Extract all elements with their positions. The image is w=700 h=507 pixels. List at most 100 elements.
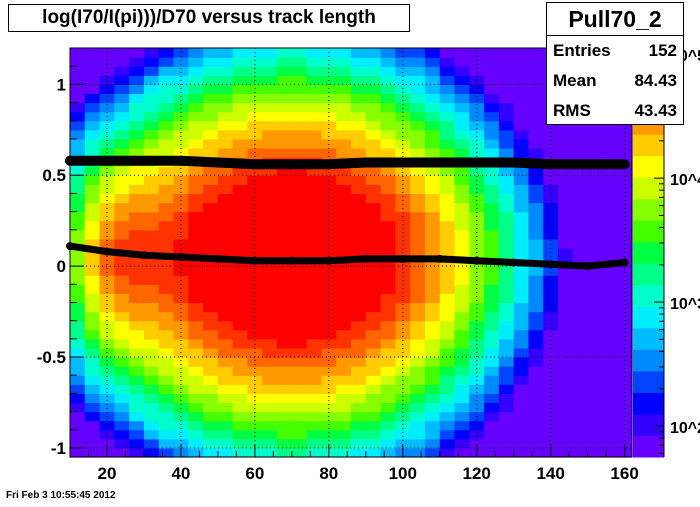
heatmap-cell: [247, 420, 263, 431]
heatmap-cell: [321, 393, 337, 404]
heatmap-cell: [528, 129, 544, 140]
heatmap-cell: [232, 93, 249, 104]
heatmap-cell: [114, 166, 130, 176]
heatmap-cell: [306, 384, 323, 394]
heatmap-cell: [291, 220, 308, 231]
heatmap-cell: [99, 166, 115, 176]
heatmap-cell: [424, 347, 441, 358]
heatmap-cell: [410, 393, 426, 404]
heatmap-cell: [424, 329, 441, 340]
heatmap-cell: [158, 48, 175, 58]
heatmap-cell: [143, 175, 160, 185]
heatmap-cell: [84, 175, 101, 185]
heatmap-cell: [424, 293, 441, 304]
heatmap-cell: [365, 293, 382, 304]
heatmap-cell: [410, 193, 426, 204]
heatmap-cell: [365, 175, 382, 185]
profile-point: [286, 159, 297, 170]
heatmap-cell: [217, 411, 234, 422]
heatmap-cell: [484, 384, 500, 394]
heatmap-cell: [203, 366, 219, 376]
heatmap-cell: [498, 347, 515, 358]
heatmap-cell: [602, 429, 618, 440]
heatmap-cell: [395, 293, 411, 304]
profile-point: [472, 256, 481, 265]
heatmap-cell: [84, 411, 101, 422]
heatmap-cell: [395, 102, 411, 113]
heatmap-cell: [572, 384, 589, 394]
heatmap-cell: [351, 75, 367, 85]
heatmap-cell: [365, 166, 382, 176]
heatmap-cell: [439, 193, 456, 204]
heatmap-cell: [173, 120, 189, 131]
heatmap-cell: [587, 320, 604, 331]
heatmap-cell: [336, 329, 352, 340]
heatmap-cell: [365, 220, 382, 231]
heatmap-cell: [129, 366, 145, 376]
heatmap-cell: [84, 202, 101, 213]
heatmap-cell: [351, 347, 367, 358]
heatmap-cell: [291, 411, 308, 422]
heatmap-cell: [114, 66, 130, 76]
heatmap-cell: [277, 275, 293, 285]
heatmap-cell: [351, 420, 367, 431]
heatmap-cell: [558, 138, 574, 149]
heatmap-cell: [484, 166, 500, 176]
heatmap-cell: [321, 93, 337, 104]
heatmap-cell: [114, 438, 130, 449]
heatmap-cell: [439, 220, 456, 231]
heatmap-cell: [454, 93, 470, 104]
heatmap-cell: [498, 247, 515, 258]
heatmap-cell: [291, 266, 308, 276]
heatmap-cell: [129, 120, 145, 131]
heatmap-cell: [188, 138, 204, 149]
y-tick-label: 1: [57, 75, 66, 94]
heatmap-cell: [203, 166, 219, 176]
heatmap-cell: [70, 202, 86, 213]
heatmap-cell: [306, 166, 323, 176]
heatmap-cell: [454, 138, 470, 149]
profile-point: [361, 254, 370, 263]
heatmap-cell: [188, 220, 204, 231]
heatmap-cell: [351, 147, 367, 158]
heatmap-cell: [528, 357, 544, 367]
heatmap-cell: [498, 393, 515, 404]
heatmap-cell: [321, 193, 337, 204]
heatmap-cell: [203, 238, 219, 249]
heatmap-cell: [291, 275, 308, 285]
heatmap-cell: [84, 129, 101, 140]
heatmap-cell: [277, 48, 293, 58]
heatmap-cell: [188, 102, 204, 113]
heatmap-cell: [365, 338, 382, 349]
heatmap-cell: [188, 320, 204, 331]
heatmap-cell: [380, 75, 396, 85]
heatmap-cell: [129, 266, 145, 276]
heatmap-cell: [365, 48, 382, 58]
x-tick-label: 80: [319, 464, 338, 483]
heatmap-cell: [84, 357, 101, 367]
heatmap-cell: [424, 411, 441, 422]
heatmap-cell: [232, 375, 249, 385]
heatmap-cell: [572, 257, 589, 267]
heatmap-cell: [484, 138, 500, 149]
heatmap-cell: [454, 429, 470, 440]
heatmap-cell: [188, 229, 204, 240]
heatmap-cell: [498, 411, 515, 422]
heatmap-cell: [143, 57, 160, 67]
heatmap-cell: [306, 320, 323, 331]
heatmap-cell: [365, 357, 382, 367]
heatmap-cell: [484, 48, 500, 58]
heatmap-cell: [84, 347, 101, 358]
heatmap-cell: [365, 320, 382, 331]
heatmap-cell: [617, 438, 633, 449]
heatmap-cell: [572, 429, 589, 440]
heatmap-cell: [572, 202, 589, 213]
heatmap-cell: [424, 429, 441, 440]
heatmap-cell: [84, 75, 101, 85]
heatmap-cell: [203, 447, 219, 458]
profile-point: [620, 258, 629, 267]
heatmap-cell: [70, 84, 86, 95]
heatmap-cell: [277, 311, 293, 322]
heatmap-cell: [454, 75, 470, 85]
heatmap-cell: [410, 357, 426, 367]
